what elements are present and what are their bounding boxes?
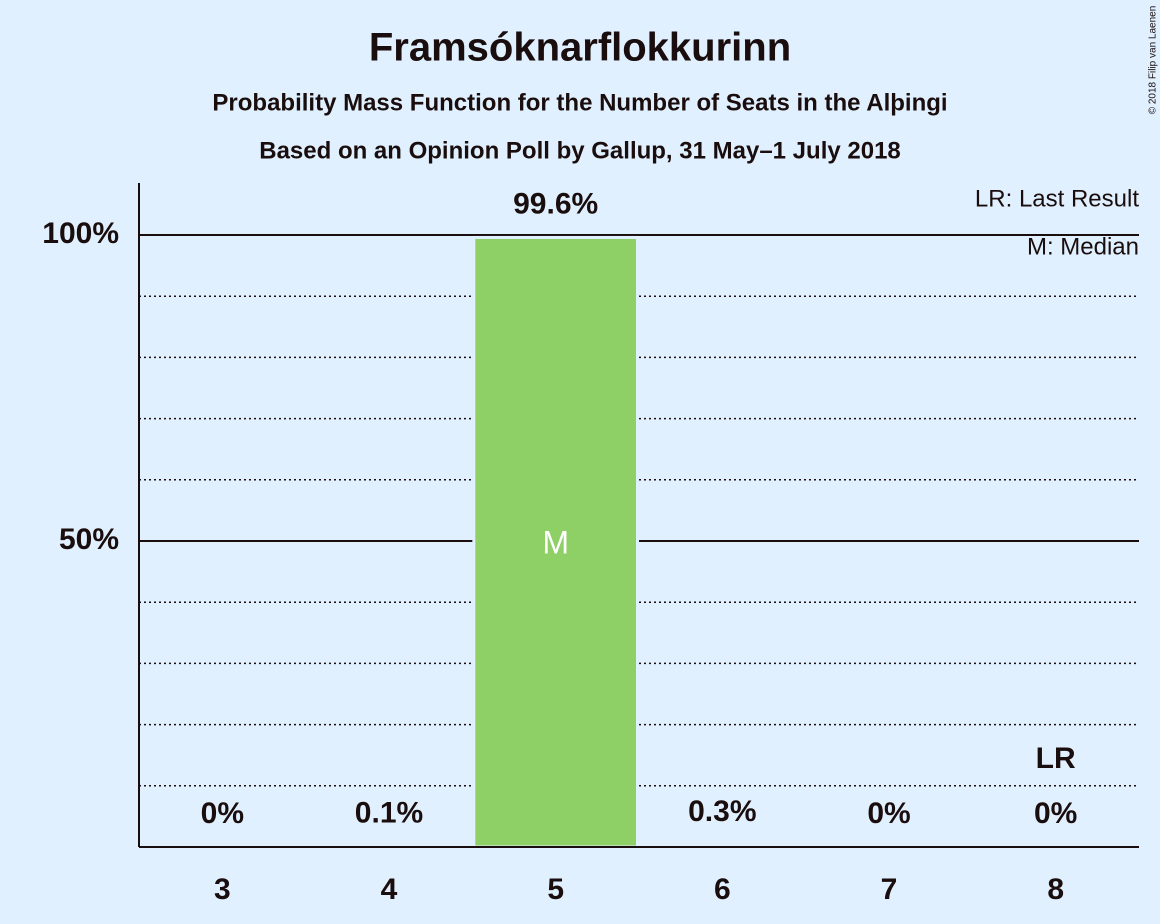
legend-entry: LR: Last Result: [975, 185, 1139, 212]
credit: © 2018 Filip van Laenen: [1148, 6, 1159, 115]
x-tick-label: 5: [547, 873, 564, 906]
value-label: 0.1%: [355, 796, 423, 829]
value-label: 0.3%: [688, 795, 756, 828]
value-label: 0%: [1034, 797, 1077, 830]
x-tick-label: 3: [214, 873, 231, 906]
last-result-marker: LR: [1036, 742, 1076, 775]
legend-entry: M: Median: [1027, 233, 1139, 260]
chart-subtitle: Probability Mass Function for the Number…: [212, 89, 947, 116]
chart-title: Framsóknarflokkurinn: [369, 26, 791, 70]
x-tick-label: 8: [1047, 873, 1064, 906]
chart-subtitle: Based on an Opinion Poll by Gallup, 31 M…: [259, 137, 901, 164]
y-tick-label: 50%: [59, 523, 119, 556]
y-tick-label: 100%: [42, 217, 119, 250]
x-tick-label: 4: [381, 873, 398, 906]
value-label: 99.6%: [513, 187, 598, 220]
value-label: 0%: [867, 797, 910, 830]
value-label: 0%: [201, 797, 244, 830]
x-tick-label: 6: [714, 873, 731, 906]
bar: [472, 235, 640, 849]
x-tick-label: 7: [881, 873, 898, 906]
median-marker: M: [542, 524, 569, 560]
